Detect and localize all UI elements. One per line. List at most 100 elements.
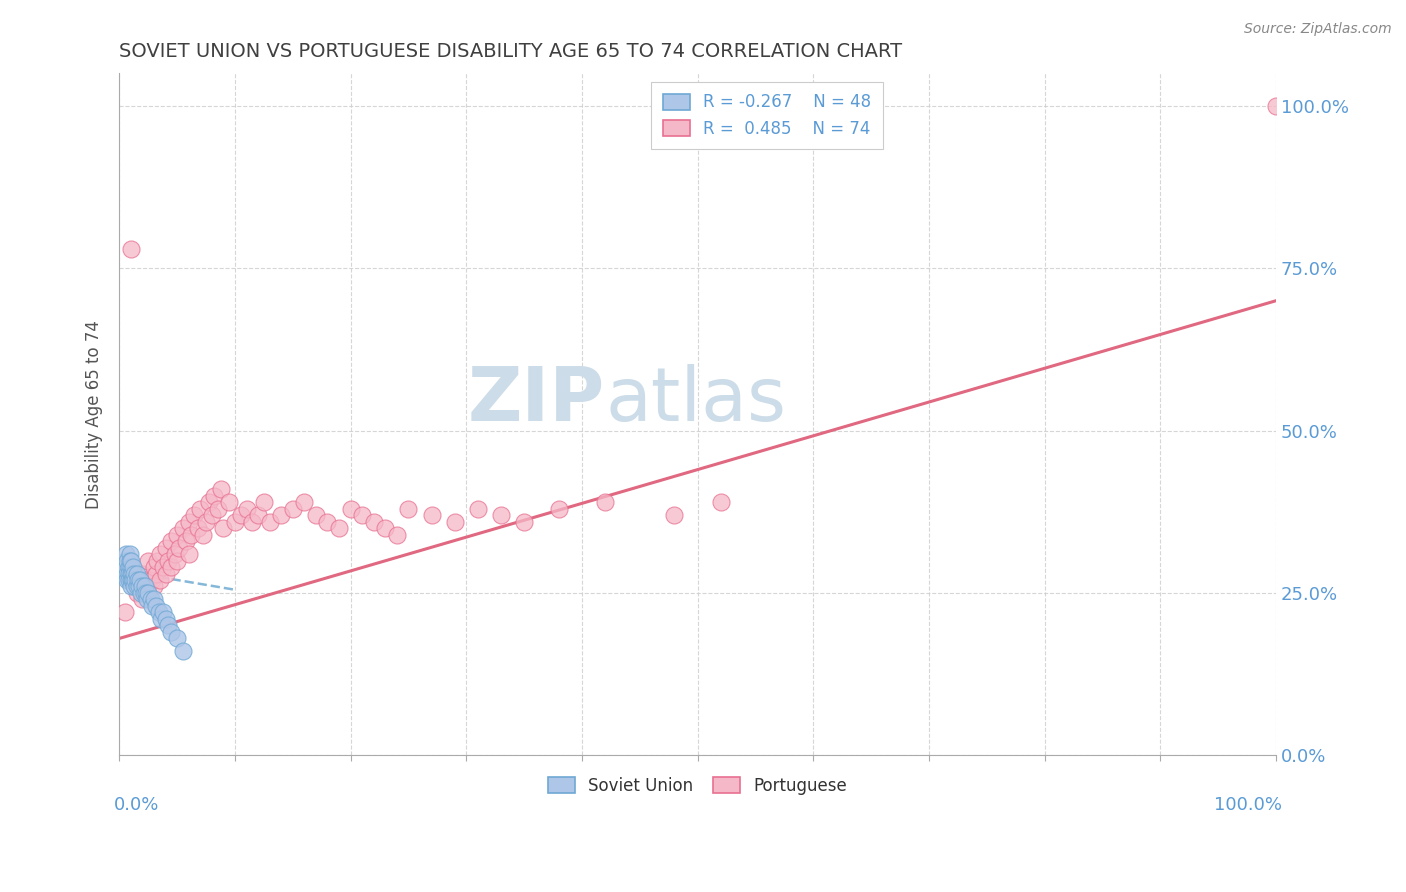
Point [139,592,162,607]
Point [593,495,616,509]
Point [166,527,188,541]
Point [169,541,191,555]
Point [253,495,276,509]
Point [316,515,339,529]
Point [160,560,183,574]
Point [120,580,142,594]
Point [117,560,139,574]
Text: 0.0%: 0.0% [114,797,159,814]
Point [328,521,350,535]
Point [128,580,150,594]
Point [152,560,174,574]
Point [155,612,177,626]
Point [547,501,569,516]
Point [115,547,138,561]
Point [125,573,148,587]
Point [156,618,179,632]
Point [176,534,198,549]
Point [177,547,200,561]
Point [129,586,152,600]
Point [218,495,240,509]
Point [114,553,136,567]
Point [136,586,159,600]
Point [131,580,153,594]
Point [122,560,145,574]
Point [121,573,143,587]
Point [124,566,146,581]
Point [156,553,179,567]
Point [117,573,139,587]
Point [1265,99,1288,113]
Point [117,573,139,587]
Point [166,553,188,567]
Point [398,501,420,516]
Point [120,242,142,256]
Point [281,501,304,516]
Point [229,508,252,522]
Point [145,599,167,613]
Point [131,592,153,607]
Point [198,495,221,509]
Point [118,553,141,567]
Point [121,566,143,581]
Point [117,553,139,567]
Point [163,547,186,561]
Point [120,553,142,567]
Point [292,495,315,509]
Point [209,482,232,496]
Point [125,586,148,600]
Point [152,606,174,620]
Legend: Soviet Union, Portuguese: Soviet Union, Portuguese [541,770,853,802]
Point [120,566,142,581]
Point [224,515,246,529]
Text: ZIP: ZIP [468,364,605,437]
Point [149,547,172,561]
Y-axis label: Disability Age 65 to 74: Disability Age 65 to 74 [86,320,103,508]
Point [166,632,188,646]
Point [115,560,138,574]
Point [117,566,139,581]
Point [191,527,214,541]
Point [114,566,136,581]
Point [513,515,536,529]
Point [136,553,159,567]
Point [122,573,145,587]
Point [129,573,152,587]
Point [188,501,211,516]
Point [385,527,408,541]
Point [114,606,136,620]
Point [143,560,166,574]
Point [202,489,225,503]
Point [339,501,361,516]
Point [148,606,170,620]
Point [127,573,149,587]
Point [125,580,148,594]
Point [207,501,229,516]
Point [141,599,163,613]
Point [352,508,374,522]
Point [305,508,328,522]
Point [235,501,257,516]
Point [136,592,159,607]
Point [160,624,183,639]
Point [125,566,148,581]
Point [120,560,142,574]
Point [155,541,177,555]
Point [132,586,155,600]
Point [134,580,156,594]
Point [259,515,281,529]
Point [247,508,270,522]
Point [664,508,686,522]
Point [117,566,139,581]
Point [183,508,205,522]
Point [212,521,235,535]
Point [120,573,142,587]
Text: Source: ZipAtlas.com: Source: ZipAtlas.com [1244,22,1392,37]
Point [136,580,159,594]
Point [172,521,194,535]
Point [118,547,141,561]
Point [177,515,200,529]
Point [155,566,177,581]
Point [145,566,167,581]
Point [172,644,194,658]
